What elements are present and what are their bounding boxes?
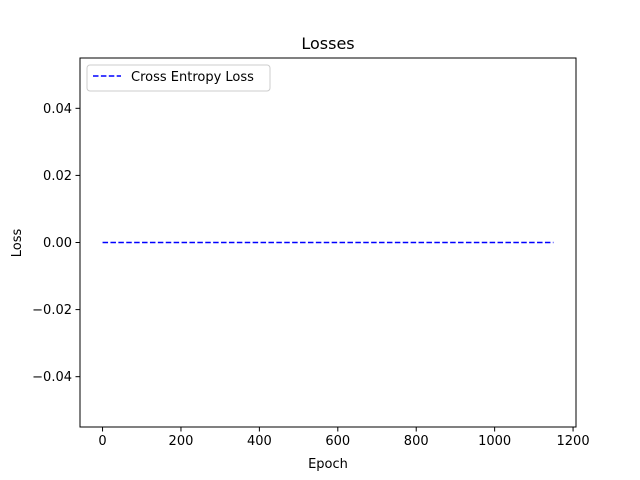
legend-box [86,64,271,92]
y-axis-ticks: −0.04 −0.02 0.00 0.02 0.04 [32,102,80,385]
y-tick-label: 0.04 [43,102,72,117]
chart-title: Losses [301,34,354,53]
y-tick-label: −0.02 [32,303,72,318]
legend: Cross Entropy Loss [86,64,271,92]
plot-frame [79,57,577,428]
y-axis-label: Loss [10,229,25,258]
x-tick-label: 0 [98,434,106,449]
y-tick-label: 0.02 [43,169,72,184]
x-tick-label: 1200 [557,434,590,449]
y-tick-label: 0.00 [43,236,72,251]
x-axis-ticks: 0 200 400 600 800 1000 1200 [98,427,590,449]
x-axis-label: Epoch [308,457,348,472]
legend-label: Cross Entropy Loss [131,70,254,85]
x-tick-label: 200 [169,434,194,449]
x-tick-label: 600 [325,434,350,449]
x-tick-label: 800 [404,434,429,449]
x-tick-label: 1000 [478,434,511,449]
x-tick-label: 400 [247,434,272,449]
y-tick-label: −0.04 [32,370,72,385]
